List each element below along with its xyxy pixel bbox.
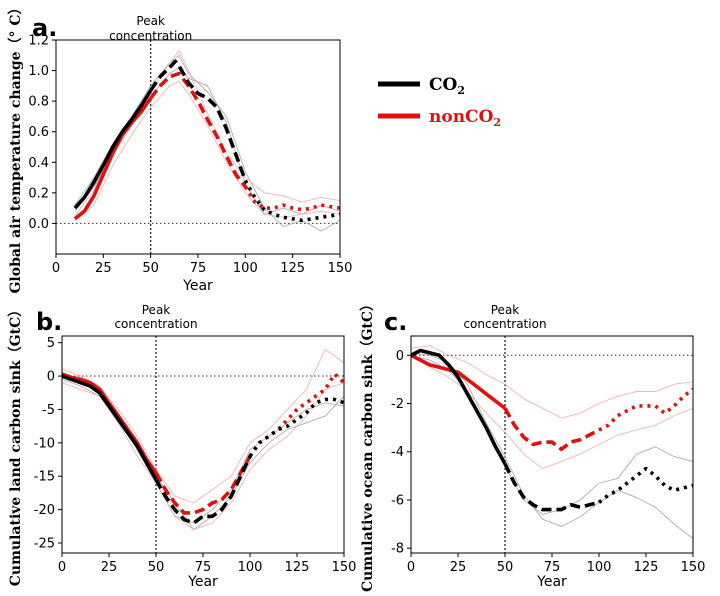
y-tick-label: -5 [42, 403, 55, 418]
series-line-co2-segment-3 [597, 466, 693, 504]
y-axis-title: Cumulative land carbon sink（GtC） [8, 303, 24, 586]
y-tick-label: 0 [396, 349, 404, 364]
y-tick-label: -2 [391, 397, 404, 412]
x-tick-label: 0 [407, 560, 415, 575]
ensemble-member-line-co2-1 [74, 66, 340, 215]
x-tick-label: 25 [101, 560, 118, 575]
peak-annotation-line-1: Peak [491, 303, 520, 317]
x-tick-label: 150 [332, 560, 357, 575]
x-tick-label: 125 [280, 261, 305, 276]
peak-annotation-line-2: concentration [463, 317, 546, 331]
x-tick-label: 125 [285, 560, 310, 575]
y-tick-label: 5 [47, 336, 55, 351]
y-tick-label: 0.0 [28, 217, 49, 232]
panel-label: b. [36, 308, 62, 336]
ensemble-member-line-nonco2-2 [74, 49, 340, 217]
legend-co2-sub: 2 [457, 84, 465, 97]
ensemble-member-line-nonco2-2 [411, 345, 693, 419]
y-tick-label: 0.6 [28, 125, 49, 140]
series-line-nonco2-segment-2 [154, 455, 252, 515]
x-tick-label: 100 [233, 261, 258, 276]
series-line-co2-segment-2 [503, 463, 600, 512]
y-tick-label: -10 [34, 436, 55, 451]
peak-annotation: Peak concentration [463, 303, 546, 331]
series-line-co2-segment-3 [243, 179, 340, 223]
peak-annotation: Peak concentration [114, 303, 197, 331]
x-tick-label: 25 [450, 560, 467, 575]
ensemble-member-line-nonco2-3 [74, 80, 340, 221]
x-axis-title: Year [182, 278, 213, 294]
panel-label: a. [32, 14, 57, 42]
x-tick-label: 75 [190, 261, 207, 276]
x-tick-label: 100 [587, 560, 612, 575]
ensemble-member-line-nonco2-2 [62, 348, 344, 504]
legend-co2-label: CO2 [429, 75, 465, 97]
x-tick-label: 25 [95, 261, 112, 276]
x-axis-title: Year [536, 574, 567, 590]
legend-co2-main: CO [429, 75, 458, 95]
chart-panel-a: 0 25 50 75 100 125 150 0.0 0.2 0.4 0.6 0.8 1.0 1.2 Yea… [8, 0, 352, 294]
ensemble-member-line-nonco2-3 [411, 354, 693, 470]
x-tick-label: 100 [238, 560, 263, 575]
series-line-nonco2-segment-1 [411, 353, 507, 410]
chart-panel-b: 0 25 50 75 100 125 15050-5-10-15-20-25YearCumu… [8, 303, 356, 590]
x-tick-label: 125 [634, 560, 659, 575]
series-line-nonco2-segment-1 [73, 97, 153, 221]
peak-annotation-line-1: Peak [142, 303, 171, 317]
peak-annotation-line-2: concentration [109, 29, 192, 43]
series-line-nonco2-segment-3 [248, 372, 344, 458]
x-tick-label: 75 [544, 560, 561, 575]
y-tick-label: 0.4 [28, 156, 49, 171]
series-line-co2-segment-1 [62, 374, 158, 481]
y-tick-label: 0 [47, 370, 55, 385]
y-tick-label: -4 [391, 445, 404, 460]
x-tick-label: 0 [58, 560, 66, 575]
x-tick-label: 150 [328, 261, 353, 276]
x-axis-title: Year [187, 574, 218, 590]
series-line-co2-segment-3 [248, 397, 344, 458]
y-tick-label: -25 [34, 536, 55, 551]
peak-annotation-line-2: concentration [114, 317, 197, 331]
legend-nonco2-label: nonCO2 [429, 107, 501, 129]
x-tick-label: 0 [52, 261, 60, 276]
panel-label: c. [384, 308, 407, 336]
series-line-nonco2-segment-2 [503, 407, 600, 452]
y-tick-label: -15 [34, 470, 55, 485]
x-tick-label: 75 [195, 560, 212, 575]
plot-area [411, 345, 693, 539]
y-tick-label: 0.2 [28, 186, 49, 201]
chart-panel-c: 0 25 50 75 100 125 150 0 -2 -4 -6 -8 Year Cumulative … [360, 297, 705, 592]
ensemble-member-line-co2-0 [411, 354, 693, 515]
axes-frame [61, 335, 345, 554]
legend-nonco2-main: nonCO [429, 107, 494, 127]
peak-annotation-line-1: Peak [136, 14, 165, 28]
x-tick-label: 150 [681, 560, 706, 575]
series-line-nonco2-segment-3 [243, 185, 340, 212]
plot-area [73, 49, 340, 232]
y-axis-title: Global air temperature change（° C） [8, 0, 24, 293]
y-tick-label: -8 [391, 542, 404, 557]
y-tick-label: -20 [34, 503, 55, 518]
legend: CO2 nonCO2 [378, 75, 501, 129]
series-line-co2-segment-2 [149, 59, 247, 182]
x-tick-label: 50 [148, 560, 165, 575]
plot-area [62, 348, 344, 531]
y-tick-label: 0.8 [28, 95, 49, 110]
series-line-nonco2-segment-2 [149, 71, 247, 188]
peak-annotation: Peak concentration [109, 14, 192, 43]
ensemble-member-line-nonco2-3 [62, 382, 344, 531]
series-line-co2-segment-1 [73, 89, 153, 210]
x-tick-label: 50 [497, 560, 514, 575]
x-tick-label: 50 [142, 261, 159, 276]
series-line-co2-segment-1 [411, 348, 507, 465]
legend-nonco2-sub: 2 [493, 116, 501, 129]
y-tick-label: -6 [391, 493, 404, 508]
series-line-nonco2-segment-3 [598, 387, 693, 432]
y-tick-label: 1.2 [28, 34, 49, 49]
y-tick-label: 1.0 [28, 64, 49, 79]
y-axis-title: Cumulative ocean carbon sink（GtC） [360, 297, 376, 592]
